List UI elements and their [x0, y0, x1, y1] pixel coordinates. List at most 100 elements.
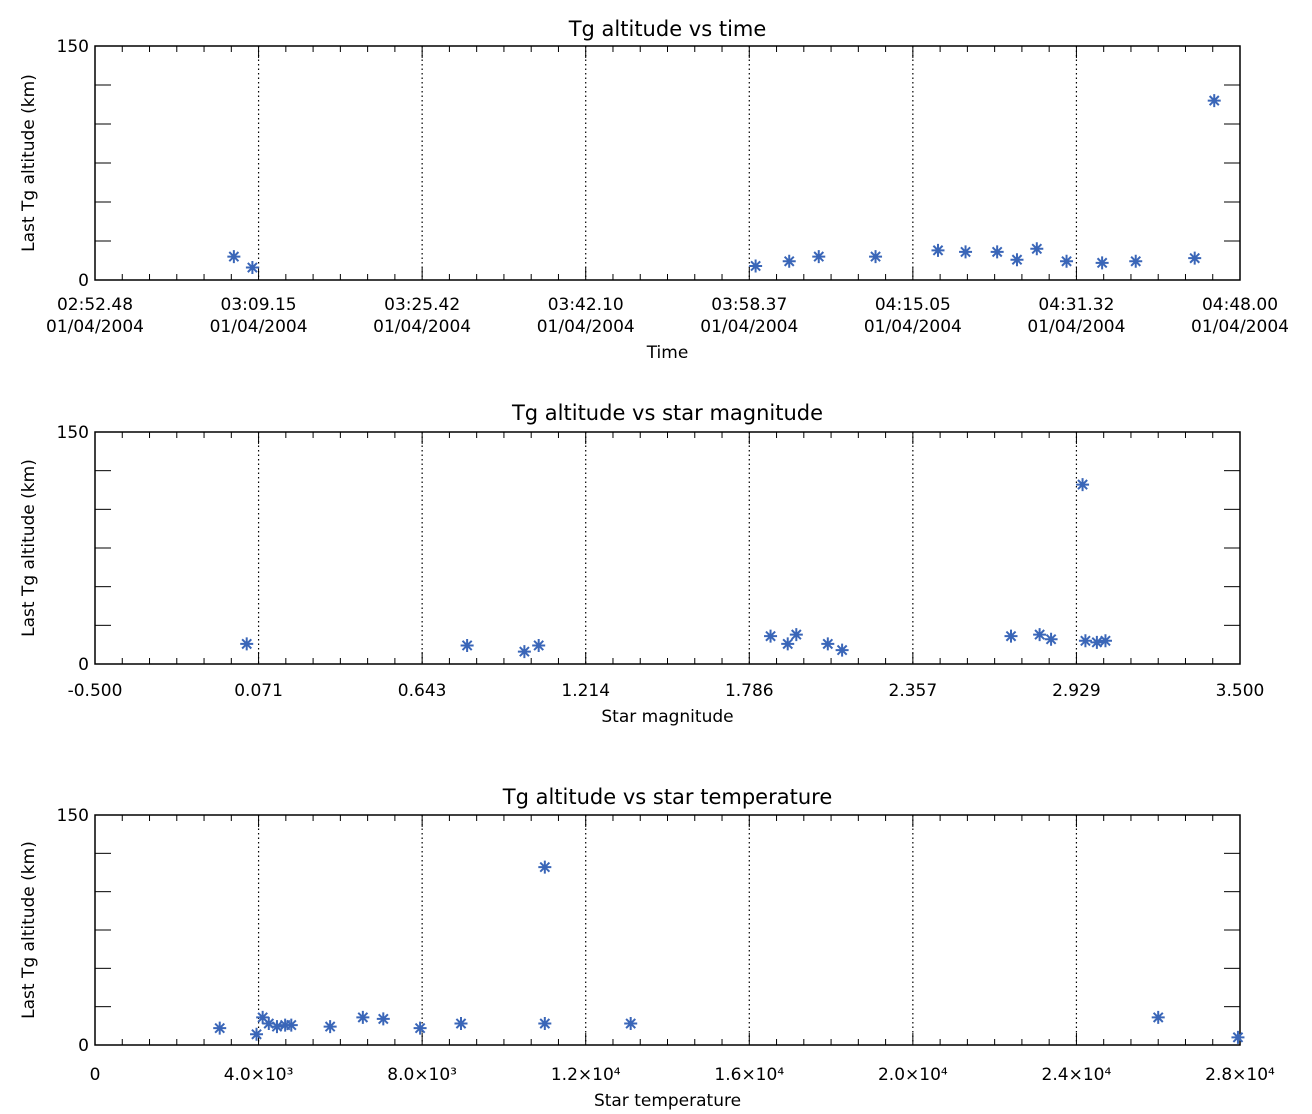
- x-axis-label: Time: [646, 343, 689, 363]
- asterisk-marker: [1076, 478, 1090, 492]
- data-point: [990, 245, 1004, 259]
- x-tick-label: 1.214: [561, 681, 610, 701]
- asterisk-marker: [812, 250, 826, 264]
- y-axis-label: Last Tg altitude (km): [19, 841, 39, 1019]
- x-tick-label-date: 01/04/2004: [210, 317, 308, 337]
- x-tick-label: 2.0×10⁴: [878, 1065, 948, 1085]
- data-point: [781, 637, 795, 651]
- x-tick-label-time: 02:52.48: [57, 295, 133, 315]
- x-tick-label: 2.4×10⁴: [1042, 1065, 1112, 1085]
- y-tick-label: 150: [57, 423, 89, 443]
- data-point: [764, 629, 778, 643]
- data-point: [245, 261, 259, 275]
- asterisk-marker: [782, 254, 796, 268]
- data-point: [213, 1021, 227, 1035]
- chart-title: Tg altitude vs star magnitude: [511, 401, 823, 425]
- asterisk-marker: [213, 1021, 227, 1035]
- data-point: [782, 254, 796, 268]
- asterisk-marker: [1090, 635, 1104, 649]
- x-tick-label: 0: [90, 1065, 101, 1085]
- data-point: [262, 1017, 276, 1031]
- x-tick-label: 3.500: [1216, 681, 1265, 701]
- data-point: [250, 1027, 264, 1041]
- x-tick-label-time: 03:42.10: [548, 295, 624, 315]
- asterisk-marker: [1098, 634, 1112, 648]
- data-point: [413, 1021, 427, 1035]
- asterisk-marker: [356, 1010, 370, 1024]
- data-point: [1095, 256, 1109, 270]
- x-tick-label: 1.6×10⁴: [714, 1065, 784, 1085]
- asterisk-marker: [821, 637, 835, 651]
- asterisk-marker: [538, 860, 552, 874]
- plot-frame: [94, 814, 1241, 1046]
- data-point: [1151, 1010, 1165, 1024]
- chart-title: Tg altitude vs time: [568, 17, 767, 41]
- x-axis-label: Star magnitude: [601, 707, 733, 727]
- x-tick-label: 0.071: [234, 681, 283, 701]
- asterisk-marker: [1033, 628, 1047, 642]
- data-point: [323, 1020, 337, 1034]
- y-tick-label: 150: [57, 37, 89, 57]
- asterisk-marker: [749, 259, 763, 273]
- asterisk-marker: [240, 637, 254, 651]
- data-point: [1078, 634, 1092, 648]
- data-point: [835, 643, 849, 657]
- x-tick-label-date: 01/04/2004: [1027, 317, 1125, 337]
- asterisk-marker: [1207, 94, 1221, 108]
- data-point: [256, 1010, 270, 1024]
- asterisk-marker: [1129, 254, 1143, 268]
- x-tick-label-time: 03:09.15: [221, 295, 297, 315]
- asterisk-marker: [245, 261, 259, 275]
- data-point: [284, 1018, 298, 1032]
- asterisk-marker: [323, 1020, 337, 1034]
- asterisk-marker: [532, 638, 546, 652]
- data-point: [959, 245, 973, 259]
- asterisk-marker: [1188, 251, 1202, 265]
- asterisk-marker: [517, 645, 531, 659]
- x-tick-label-date: 01/04/2004: [864, 317, 962, 337]
- x-tick-label: 8.0×10³: [387, 1065, 457, 1085]
- asterisk-marker: [1231, 1030, 1245, 1044]
- data-point: [454, 1017, 468, 1031]
- asterisk-marker: [764, 629, 778, 643]
- asterisk-marker: [256, 1010, 270, 1024]
- data-point: [1030, 242, 1044, 256]
- y-tick-label: 0: [78, 655, 89, 675]
- chart-panel-1: Tg altitude vs time02:52.4801/04/200403:…: [19, 17, 1289, 363]
- data-point: [538, 860, 552, 874]
- data-point: [1044, 632, 1058, 646]
- data-point: [1188, 251, 1202, 265]
- x-tick-label-date: 01/04/2004: [373, 317, 471, 337]
- asterisk-marker: [413, 1021, 427, 1035]
- data-point: [789, 628, 803, 642]
- data-point: [1004, 629, 1018, 643]
- data-point: [812, 250, 826, 264]
- data-point: [227, 250, 241, 264]
- x-tick-label: 2.929: [1052, 681, 1101, 701]
- x-tick-label: -0.500: [68, 681, 123, 701]
- data-point: [376, 1012, 390, 1026]
- data-point: [517, 645, 531, 659]
- asterisk-marker: [1151, 1010, 1165, 1024]
- x-tick-label-date: 01/04/2004: [46, 317, 144, 337]
- x-axis-label: Star temperature: [594, 1091, 741, 1111]
- asterisk-marker: [262, 1017, 276, 1031]
- chart-panel-3: Tg altitude vs star temperature 0 4.0×10³ 8…: [19, 785, 1275, 1111]
- asterisk-marker: [931, 243, 945, 257]
- asterisk-marker: [270, 1020, 284, 1034]
- asterisk-marker: [1030, 242, 1044, 256]
- plot-frame: [94, 431, 1241, 665]
- asterisk-marker: [227, 250, 241, 264]
- asterisk-marker: [990, 245, 1004, 259]
- data-point: [356, 1010, 370, 1024]
- data-point: [1129, 254, 1143, 268]
- data-point: [1060, 254, 1074, 268]
- asterisk-marker: [781, 637, 795, 651]
- x-tick-label: 0.643: [398, 681, 447, 701]
- asterisk-marker: [624, 1017, 638, 1031]
- x-tick-label-date: 01/04/2004: [537, 317, 635, 337]
- data-point: [270, 1020, 284, 1034]
- asterisk-marker: [789, 628, 803, 642]
- data-point: [538, 1017, 552, 1031]
- x-tick-label-date: 01/04/2004: [700, 317, 798, 337]
